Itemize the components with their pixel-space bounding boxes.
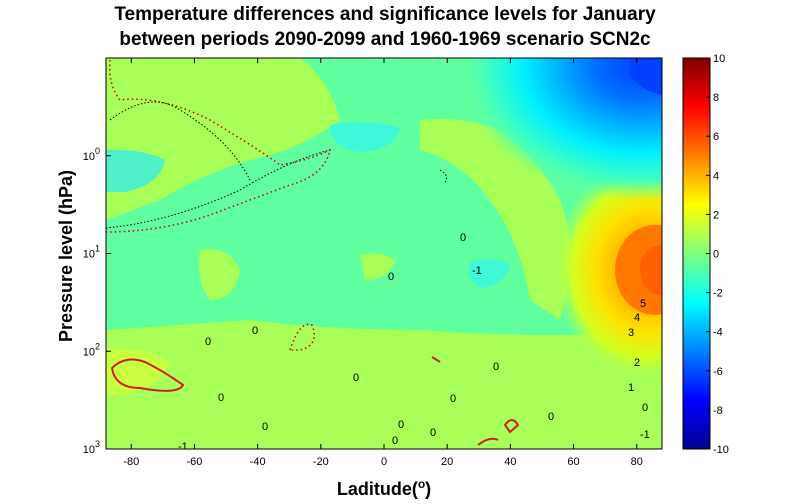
contour-label: 4 — [634, 312, 640, 324]
x-tick-label: -80 — [123, 456, 139, 468]
contour-label: -1 — [178, 441, 188, 453]
x-axis: -80 -60 -40 -20 0 20 40 60 80 — [123, 58, 643, 468]
colorbar-tick-label: -10 — [713, 444, 729, 456]
contour-label: -1 — [472, 265, 482, 277]
contour-label: 0 — [460, 232, 466, 244]
contour-label: 1 — [628, 382, 634, 394]
contour-label: 0 — [642, 402, 648, 414]
colorbar-tick-label: -8 — [713, 405, 723, 417]
colorbar-tick-label: -6 — [713, 366, 723, 378]
chart-title-line-2: between periods 2090-2099 and 1960-1969 … — [119, 29, 651, 50]
y-tick-label: 100 — [83, 146, 100, 163]
x-tick-label: 80 — [631, 456, 643, 468]
colorbar-tick-label: 6 — [713, 131, 719, 143]
contour-label: 2 — [634, 357, 640, 369]
chart-title-line-1: Temperature differences and significance… — [114, 4, 656, 25]
y-tick-label: 101 — [83, 244, 100, 261]
x-tick-label: 20 — [441, 456, 453, 468]
x-tick-label: 0 — [381, 456, 387, 468]
contour-label: 0 — [548, 411, 554, 423]
y-axis-label: Pressure level (hPa) — [56, 170, 76, 342]
y-axis: 100 101 102 103 — [83, 146, 111, 456]
colorbar-tick-label: 0 — [713, 249, 719, 261]
contour-label: 0 — [353, 372, 359, 384]
y-tick-label: 103 — [83, 439, 100, 456]
contour-label: 0 — [392, 435, 398, 447]
contour-label: 0 — [493, 361, 499, 373]
y-tick-label: 102 — [83, 341, 100, 358]
x-tick-label: 40 — [504, 456, 516, 468]
temperature-field: 0 -1 0 0 0 0 0 0 0 0 0 0 0 0 5 4 3 2 1 0… — [106, 58, 662, 453]
colorbar-axis: 10 8 6 4 2 0 -2 -4 -6 -8 -10 — [706, 53, 729, 456]
contour-label: 0 — [450, 393, 456, 405]
contour-label: 5 — [640, 298, 646, 310]
colorbar-tick-label: -4 — [713, 327, 723, 339]
contour-label: 0 — [218, 392, 224, 404]
colorbar-tick-label: 2 — [713, 209, 719, 221]
contour-label: 0 — [430, 427, 436, 439]
contour-label: 0 — [398, 419, 404, 431]
colorbar-tick-label: 10 — [713, 53, 725, 65]
x-axis-label: Laditude(o) — [337, 477, 431, 499]
colorbar-tick-label: -2 — [713, 288, 723, 300]
contour-label: 0 — [252, 325, 258, 337]
x-tick-label: -20 — [313, 456, 329, 468]
x-tick-label: 60 — [567, 456, 579, 468]
contour-label: -1 — [640, 429, 650, 441]
x-tick-label: -40 — [250, 456, 266, 468]
contour-label: 0 — [262, 421, 268, 433]
colorbar — [682, 57, 711, 450]
contour-label: 0 — [388, 271, 394, 283]
x-tick-label: -60 — [187, 456, 203, 468]
colorbar-tick-label: 4 — [713, 170, 719, 182]
colorbar-tick-label: 8 — [713, 92, 719, 104]
contour-label: 0 — [205, 336, 211, 348]
contour-label: 3 — [628, 327, 634, 339]
